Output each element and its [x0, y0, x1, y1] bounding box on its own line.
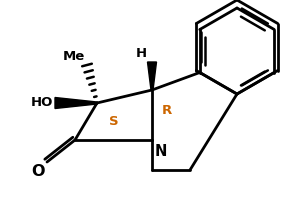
Polygon shape [148, 62, 157, 90]
Polygon shape [55, 98, 97, 108]
Text: HO: HO [31, 97, 53, 110]
Text: N: N [155, 144, 167, 159]
Text: Me: Me [63, 50, 85, 63]
Text: O: O [31, 164, 45, 179]
Text: H: H [136, 47, 147, 60]
Text: R: R [162, 104, 172, 117]
Text: S: S [109, 115, 119, 128]
